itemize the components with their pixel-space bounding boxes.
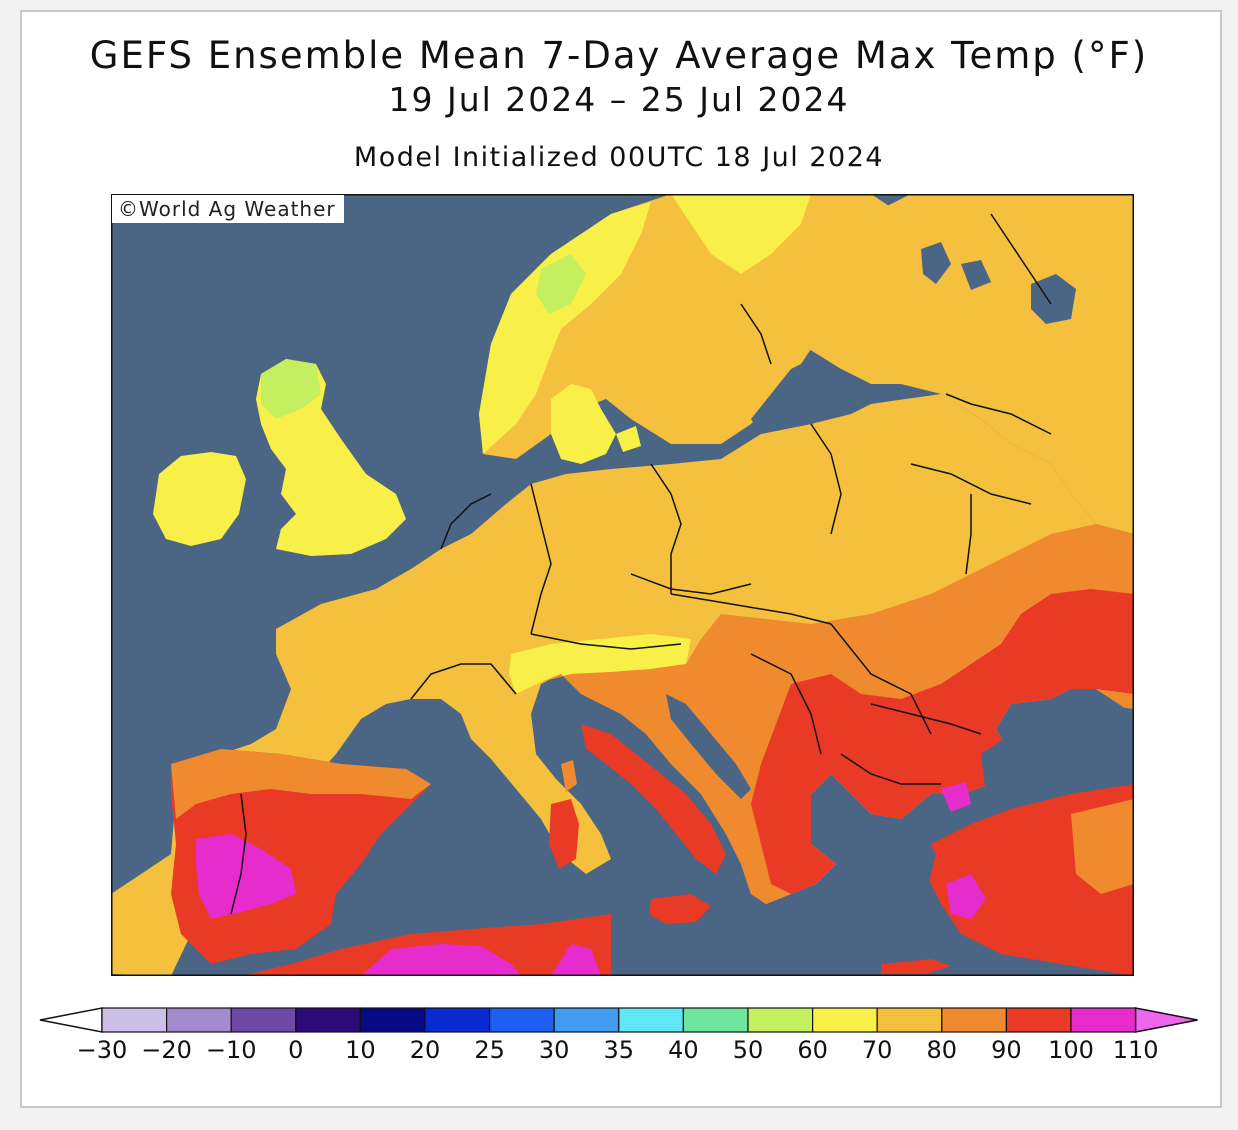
denmark-islands <box>616 426 641 452</box>
ireland <box>153 452 246 546</box>
legend-tick-label: −20 <box>141 1036 192 1064</box>
crete <box>881 959 951 974</box>
norway-west-cool <box>479 202 651 454</box>
norway-highland <box>536 254 586 314</box>
legend-swatch <box>359 1007 426 1033</box>
hungary-warm <box>831 614 971 684</box>
country-borders <box>230 213 1052 915</box>
legend-tick-label: 10 <box>345 1036 376 1064</box>
legend-tick-label: 40 <box>668 1036 699 1064</box>
legend-tick-label: −30 <box>76 1036 128 1064</box>
turkey-cooler <box>1071 799 1134 894</box>
legend-swatch <box>489 1007 555 1033</box>
legend-swatch <box>295 1007 361 1033</box>
legend-over-arrow <box>1134 1007 1198 1033</box>
legend-tick-label: 110 <box>1112 1036 1159 1064</box>
aegean-sea <box>881 829 936 924</box>
black-sea <box>981 704 1134 804</box>
temperature-map <box>111 194 1134 976</box>
legend-tick-label: 90 <box>991 1036 1022 1064</box>
sicily <box>649 894 711 924</box>
north-africa <box>241 914 611 976</box>
legend-swatch <box>166 1007 232 1033</box>
greece-pink <box>941 782 971 812</box>
legend-swatch <box>618 1007 684 1033</box>
baltic-sea <box>751 359 901 434</box>
legend-tick-label: 100 <box>1048 1036 1094 1064</box>
model-init-text: Model Initialized 00UTC 18 Jul 2024 <box>353 142 885 173</box>
north-africa-pink-2 <box>551 944 601 976</box>
iberia-north-warm <box>171 749 431 819</box>
alps-cool <box>509 634 691 694</box>
corsica <box>561 760 577 792</box>
lake-ladoga <box>1031 274 1076 324</box>
legend-swatch <box>424 1007 491 1033</box>
scotland-highlands <box>261 359 321 419</box>
color-legend <box>39 1007 1198 1033</box>
adriatic-sea <box>666 694 751 799</box>
legend-tick-label: 60 <box>797 1036 828 1064</box>
legend-tick-label: 70 <box>861 1036 893 1064</box>
legend-swatch <box>230 1007 297 1033</box>
legend-swatch <box>553 1007 620 1033</box>
iberia-pink <box>196 834 296 919</box>
map-title: GEFS Ensemble Mean 7-Day Average Max Tem… <box>89 34 1149 77</box>
legend-tick-label: 30 <box>538 1036 570 1064</box>
legend-tick-label: 50 <box>732 1036 764 1064</box>
legend-tick-label: 20 <box>409 1036 441 1064</box>
italy-hot <box>581 724 726 874</box>
scandinavia-north-cool <box>671 194 811 274</box>
legend-swatch <box>682 1007 749 1033</box>
legend-tick-label: 25 <box>474 1036 505 1064</box>
legend-swatch <box>1005 1007 1072 1033</box>
legend-under-arrow <box>39 1007 103 1033</box>
legend-swatch <box>941 1007 1007 1033</box>
turkey-pink <box>946 874 986 919</box>
legend-tick-label: −10 <box>205 1036 257 1064</box>
legend-tick-label: 35 <box>603 1036 635 1064</box>
legend-tick-label: 0 <box>288 1036 304 1064</box>
legend-swatch <box>1070 1007 1137 1033</box>
date-range: 19 Jul 2024 – 25 Jul 2024 <box>388 80 850 119</box>
north-africa-pink <box>361 944 521 976</box>
finland-lakes <box>921 242 991 290</box>
balkans-hot <box>751 589 1134 894</box>
sardinia <box>549 799 579 869</box>
legend-swatch <box>811 1007 878 1033</box>
legend-tick-label: 80 <box>926 1036 958 1064</box>
legend-swatch <box>747 1007 814 1033</box>
legend-swatch <box>876 1007 943 1033</box>
denmark <box>551 384 616 464</box>
legend-swatch <box>101 1007 168 1033</box>
credit-label: ©World Ag Weather <box>112 195 344 223</box>
